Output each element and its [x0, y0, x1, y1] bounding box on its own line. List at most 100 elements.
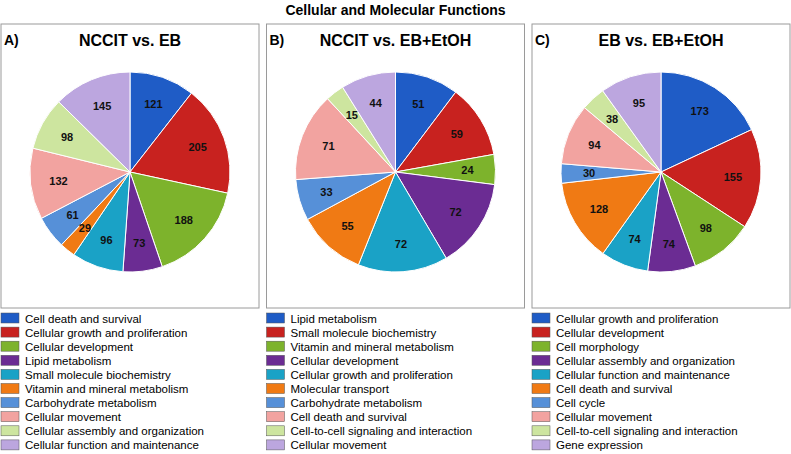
legend-label: Cellular development [556, 327, 665, 339]
data-label: 173 [690, 105, 708, 117]
data-label: 145 [93, 100, 111, 112]
legend-swatch [1, 412, 19, 422]
data-label: 121 [144, 98, 162, 110]
legend-swatch [267, 440, 285, 450]
data-label: 44 [370, 97, 383, 109]
panel-label: A) [4, 32, 19, 48]
pie-slice [603, 72, 661, 172]
legend-swatch [1, 341, 19, 351]
legend-label: Cellular growth and proliferation [556, 313, 718, 325]
pie-slice [562, 172, 661, 253]
legend-swatch [1, 398, 19, 408]
legend-label: Cellular movement [291, 439, 388, 451]
legend-swatch [1, 313, 19, 323]
data-label: 33 [320, 186, 332, 198]
legend-label: Cellular development [291, 355, 400, 367]
legend-swatch [267, 384, 285, 394]
legend-label: Small molecule biochemistry [25, 369, 171, 381]
legend-swatch [532, 412, 550, 422]
legend-label: Gene expression [556, 439, 643, 451]
legend-label: Carbohydrate metabolism [25, 397, 157, 409]
legend-swatch [532, 398, 550, 408]
data-label: 74 [628, 233, 641, 245]
data-label: 96 [100, 234, 112, 246]
data-label: 205 [189, 141, 207, 153]
legend-label: Cell-to-cell signaling and interaction [556, 425, 738, 437]
legend-swatch [532, 384, 550, 394]
data-label: 24 [461, 164, 474, 176]
legend-swatch [532, 327, 550, 337]
legend-label: Cellular assembly and organization [556, 355, 735, 367]
panel: A) NCCIT vs. EB 121 205 188 73 96 2961 132 98 145 [1, 24, 259, 308]
data-label: 74 [663, 238, 676, 250]
chart-title: NCCIT vs. EB+EtOH [320, 32, 472, 49]
legend-swatch [1, 440, 19, 450]
data-label: 29 [79, 222, 91, 234]
data-label: 98 [700, 222, 712, 234]
data-label: 188 [175, 214, 193, 226]
legend-label: Small molecule biochemistry [291, 327, 437, 339]
panel: C) EB vs. EB+EtOH 173 155 98 74 74 128 30 94 38 95 [532, 24, 790, 308]
panel-label: C) [535, 32, 550, 48]
legend-swatch [532, 355, 550, 365]
data-label: 155 [724, 171, 742, 183]
panel: B)NCCIT vs. EB+EtOH51592472725533711544 [267, 24, 525, 308]
panel-frame [1, 24, 259, 308]
legend-swatch [1, 426, 19, 436]
legend-label: Lipid metabolism [25, 355, 111, 367]
data-label: 128 [590, 203, 608, 215]
data-label: 98 [61, 131, 73, 143]
legend-swatch [267, 412, 285, 422]
legend-swatch [532, 369, 550, 379]
legend-label: Cell death and survival [291, 411, 407, 423]
legend-label: Cellular development [25, 341, 134, 353]
legend-label: Cellular function and maintenance [556, 369, 730, 381]
data-label: 72 [395, 238, 407, 250]
legend-swatch [1, 369, 19, 379]
legend-swatch [267, 426, 285, 436]
pie-slice [59, 72, 130, 172]
legend-label: Molecular transport [291, 383, 390, 395]
legend-swatch [267, 398, 285, 408]
legend-swatch [267, 341, 285, 351]
legend-label: Cellular assembly and organization [25, 425, 204, 437]
legend-label: Cell morphology [556, 341, 639, 353]
chart-title: EB vs. EB+EtOH [599, 32, 724, 49]
data-label: 73 [133, 237, 145, 249]
data-label: 15 [346, 109, 358, 121]
data-label: 95 [633, 97, 645, 109]
legend-label: Cell cycle [556, 397, 605, 409]
legend-label: Cell death and survival [25, 313, 141, 325]
data-label: 55 [341, 220, 353, 232]
legend-swatch [267, 313, 285, 323]
legend-swatch [267, 369, 285, 379]
legend-label: Cell-to-cell signaling and interaction [291, 425, 473, 437]
legend-label: Cellular movement [25, 411, 122, 423]
legend-swatch [532, 341, 550, 351]
data-label: 61 [66, 209, 78, 221]
legend-label: Lipid metabolism [291, 313, 377, 325]
data-label: 51 [412, 98, 424, 110]
legend-swatch [532, 313, 550, 323]
data-label: 132 [49, 175, 67, 187]
legend-label: Vitamin and mineral metabolism [291, 341, 454, 353]
panel-frame [532, 24, 790, 308]
pie-slice [296, 172, 396, 219]
data-label: 38 [606, 113, 618, 125]
panel-frame [267, 24, 525, 308]
data-label: 71 [322, 140, 334, 152]
legend-swatch [267, 355, 285, 365]
pie-slice [343, 72, 396, 172]
legend-label: Carbohydrate metabolism [291, 397, 423, 409]
legend-swatch [1, 384, 19, 394]
legend-label: Cellular growth and proliferation [25, 327, 187, 339]
data-label: 59 [451, 128, 463, 140]
legend-label: Vitamin and mineral metabolism [25, 383, 188, 395]
data-label: 30 [583, 167, 595, 179]
chart-title: NCCIT vs. EB [79, 32, 181, 49]
legend-label: Cellular movement [556, 411, 653, 423]
figure-title: Cellular and Molecular Functions [285, 2, 505, 18]
legend-swatch [532, 440, 550, 450]
legend-swatch [1, 327, 19, 337]
data-label: 94 [588, 139, 601, 151]
